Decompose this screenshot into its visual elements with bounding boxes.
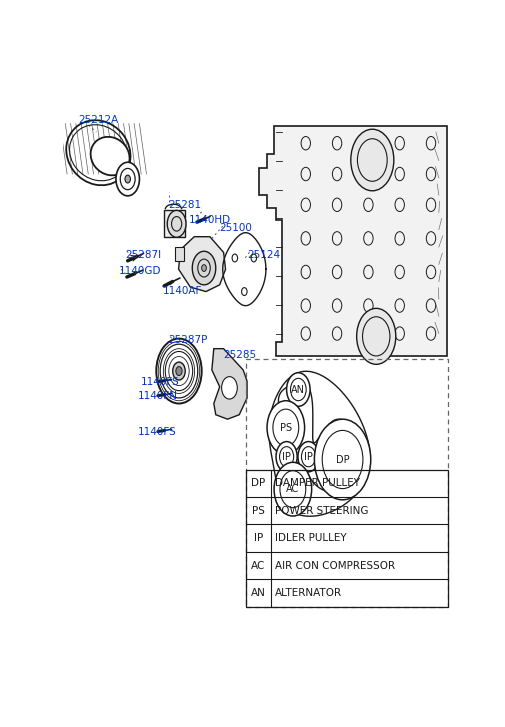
- Text: 1140FS: 1140FS: [140, 377, 179, 387]
- Circle shape: [298, 441, 319, 472]
- Text: 25212A: 25212A: [78, 115, 118, 125]
- Circle shape: [201, 265, 207, 271]
- Circle shape: [276, 441, 297, 472]
- Text: DP: DP: [336, 454, 349, 465]
- Bar: [175, 246, 184, 261]
- Text: AC: AC: [251, 561, 266, 571]
- Ellipse shape: [90, 137, 130, 175]
- Circle shape: [173, 362, 185, 380]
- Text: 1140AF: 1140AF: [163, 286, 203, 296]
- Text: PS: PS: [280, 422, 292, 433]
- Circle shape: [351, 129, 394, 190]
- Text: IP: IP: [282, 451, 291, 462]
- Text: 1140HD: 1140HD: [188, 215, 230, 225]
- Circle shape: [176, 366, 182, 376]
- Text: DP: DP: [251, 478, 266, 489]
- Polygon shape: [212, 349, 247, 419]
- Circle shape: [274, 462, 312, 516]
- Text: 25287P: 25287P: [168, 335, 208, 345]
- Text: 25100: 25100: [220, 223, 252, 233]
- Text: POWER STEERING: POWER STEERING: [275, 506, 369, 515]
- Text: IP: IP: [304, 451, 313, 462]
- Bar: [246, 359, 448, 607]
- Text: 1140FN: 1140FN: [138, 391, 178, 401]
- Circle shape: [222, 377, 237, 399]
- Text: AC: AC: [286, 484, 299, 494]
- Text: AN: AN: [291, 385, 306, 395]
- Text: IDLER PULLEY: IDLER PULLEY: [275, 533, 347, 543]
- Circle shape: [156, 339, 201, 403]
- Text: 25287I: 25287I: [125, 250, 161, 260]
- Bar: [246, 470, 448, 607]
- Text: 25285: 25285: [224, 350, 257, 360]
- Circle shape: [167, 210, 186, 237]
- Text: AN: AN: [251, 588, 266, 598]
- Text: AIR CON COMPRESSOR: AIR CON COMPRESSOR: [275, 561, 395, 571]
- Polygon shape: [179, 237, 226, 292]
- Circle shape: [192, 252, 216, 285]
- Polygon shape: [259, 126, 447, 356]
- Circle shape: [125, 175, 130, 183]
- Text: PS: PS: [252, 506, 265, 515]
- Text: ALTERNATOR: ALTERNATOR: [275, 588, 342, 598]
- Text: DAMPER PULLEY: DAMPER PULLEY: [275, 478, 360, 489]
- Circle shape: [357, 308, 396, 364]
- Text: 1140FS: 1140FS: [138, 427, 177, 436]
- Text: 1140GD: 1140GD: [119, 266, 161, 276]
- Text: 25281: 25281: [168, 200, 201, 210]
- Bar: [164, 210, 185, 237]
- Text: IP: IP: [254, 533, 263, 543]
- Circle shape: [267, 401, 305, 454]
- Circle shape: [287, 373, 310, 406]
- Circle shape: [116, 162, 139, 196]
- Text: 25124: 25124: [247, 250, 280, 260]
- Circle shape: [315, 419, 371, 499]
